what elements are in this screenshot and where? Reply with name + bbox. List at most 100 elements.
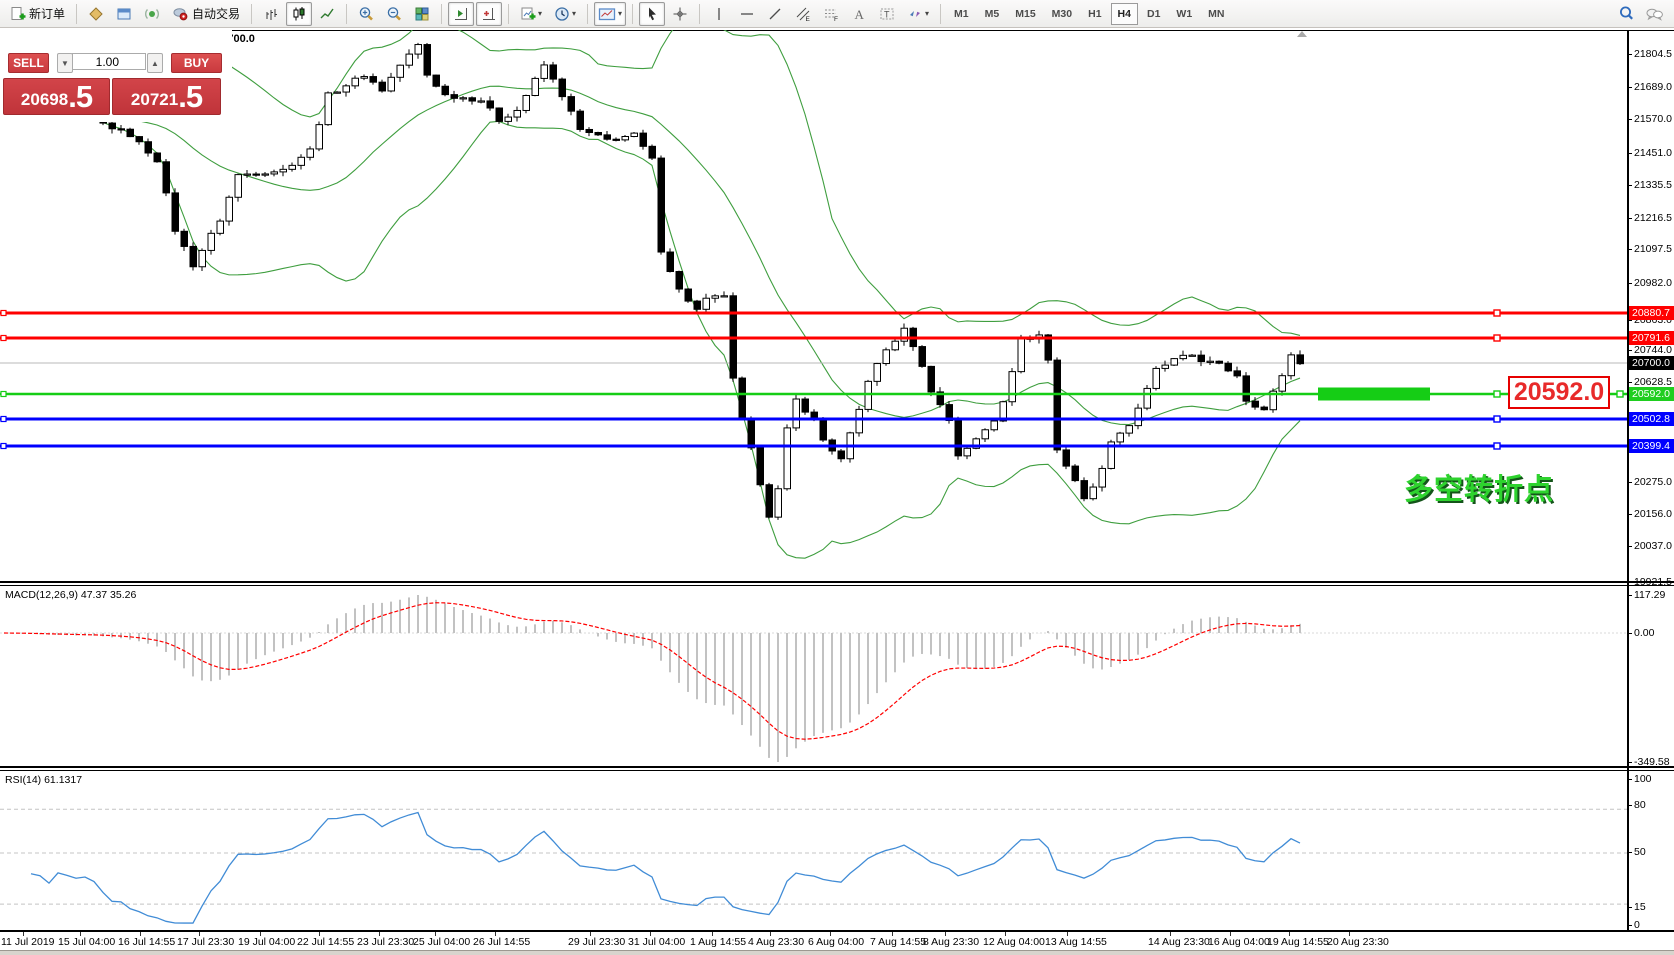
vertical-line-button[interactable] [706,2,732,26]
chat-button[interactable] [1641,2,1667,26]
price-axis-label: 21216.5 [1634,212,1672,224]
timeframe-w1-button[interactable]: W1 [1176,7,1193,20]
chart-shift-marker[interactable] [1297,31,1307,37]
macd-axis-label: 117.29 [1634,589,1666,601]
sell-price-frac: .5 [68,79,93,114]
panel-separator [0,584,1674,586]
cursor-button[interactable] [639,1,666,26]
timeframe-d1-button[interactable]: D1 [1146,7,1161,20]
panel-separator[interactable] [0,581,1674,583]
chart-frame-top [0,30,1674,31]
timeframe-h4-button[interactable]: H4 [1110,2,1138,25]
data-window-button[interactable] [111,2,137,26]
macd-chart-canvas[interactable] [0,586,1627,766]
time-axis-tick [435,932,436,936]
sell-button[interactable]: SELL [8,53,49,73]
price-tag-label: 20399.4 [1629,439,1674,453]
period-dropdown[interactable]: ▾ [549,2,581,26]
buy-button[interactable]: BUY [171,53,222,73]
sell-price-main: 20698 [20,90,69,109]
rsi-axis-tick [1628,779,1632,780]
chevron-down-icon: ▾ [538,9,543,18]
candlestick-icon [291,6,307,22]
price-axis-tick [1628,218,1632,219]
text-label-button[interactable]: T [874,2,900,26]
candle-chart-mode-button[interactable] [286,1,313,26]
timeframe-m15-button[interactable]: M15 [1015,7,1036,20]
template-dropdown[interactable]: ▾ [594,1,627,26]
panel-separator[interactable] [0,766,1674,768]
auto-trading-button[interactable]: 自动交易 [167,2,245,26]
turning-point-annotation[interactable]: 多空转折点 [1404,474,1555,506]
zoom-in-button[interactable] [353,2,379,26]
search-button[interactable] [1613,2,1639,26]
rsi-axis-tick [1628,925,1632,926]
timeframe-m30-button[interactable]: M30 [1051,7,1073,20]
time-axis-label: 17 Jul 23:30 [177,936,235,948]
time-axis-label: 20 Aug 23:30 [1327,936,1389,948]
crosshair-button[interactable] [667,2,693,26]
window-icon [116,6,132,22]
time-axis-tick [80,932,81,936]
text-button[interactable]: A [846,2,872,26]
volume-input[interactable]: 1.00 [72,53,146,70]
price-axis-tick [1628,153,1632,154]
price-chart-canvas[interactable] [0,30,1627,581]
market-watch-button[interactable] [83,2,109,26]
macd-indicator-label: MACD(12,26,9) 47.37 35.26 [5,589,137,601]
price-axis-label: 21451.0 [1634,147,1672,159]
tile-windows-button[interactable] [409,2,435,26]
volume-up-button[interactable]: ▲ [147,53,163,73]
price-axis-label: 20628.5 [1634,376,1672,388]
sell-price-display[interactable]: 20698.5 [3,78,110,115]
timeframe-m1-button[interactable]: M1 [954,7,969,20]
volume-down-button[interactable]: ▼ [57,53,73,73]
chart-area[interactable]: ▲ JPN225-,H4 20657.5 20700.0 20652.5 207… [0,28,1674,955]
rsi-axis-tick [1628,907,1632,908]
bar-chart-mode-button[interactable] [258,2,284,26]
zoom-out-button[interactable] [381,2,407,26]
time-axis-tick [712,932,713,936]
price-axis-tick [1628,382,1632,383]
rsi-axis-label: 100 [1634,773,1652,785]
arrows-dropdown[interactable]: ▾ [902,2,934,26]
macd-axis-tick [1628,762,1632,763]
equidistant-channel-button[interactable]: E [790,2,816,26]
time-axis-label: 26 Jul 14:55 [473,936,531,948]
line-chart-mode-button[interactable] [314,2,340,26]
svg-text:T: T [884,9,890,19]
macd-axis-tick [1628,633,1632,634]
time-axis-tick [1289,932,1290,936]
price-axis-label: 20744.0 [1634,344,1672,356]
buy-price-display[interactable]: 20721.5 [112,78,221,115]
rsi-chart-canvas[interactable] [0,771,1627,930]
new-order-button[interactable]: 新订单 [5,2,70,26]
timeframe-mn-button[interactable]: MN [1208,7,1225,20]
channel-icon: E [795,6,811,22]
signals-button[interactable] [139,2,165,26]
horizontal-line-button[interactable] [734,2,760,26]
time-axis-tick [1349,932,1350,936]
new-chart-dropdown[interactable]: ▾ [515,2,547,26]
main-toolbar: 新订单 自动交易 [0,0,1674,28]
zoom-in-icon [358,6,374,22]
fibonacci-button[interactable]: F [818,2,844,26]
macd-axis-label: -349.58 [1634,756,1670,768]
time-axis-label: 13 Aug 14:55 [1045,936,1107,948]
auto-scroll-button[interactable] [448,1,475,26]
time-axis-tick [892,932,893,936]
toolbar-separator [587,3,589,24]
timeframe-h1-button[interactable]: H1 [1088,7,1102,20]
buy-price-main: 20721 [130,90,179,109]
time-axis-tick [1170,932,1171,936]
chat-icon [1645,6,1664,22]
rsi-axis-label: 50 [1634,846,1646,858]
chart-shift-button[interactable] [476,1,503,26]
price-flag-label[interactable]: 20592.0 [1508,376,1610,409]
time-axis-label: 1 Aug 14:55 [690,936,747,948]
time-axis-tick [1005,932,1006,936]
trendline-button[interactable] [762,2,788,26]
timeframe-m5-button[interactable]: M5 [984,7,1000,20]
price-tag-label: 20791.6 [1629,331,1674,345]
